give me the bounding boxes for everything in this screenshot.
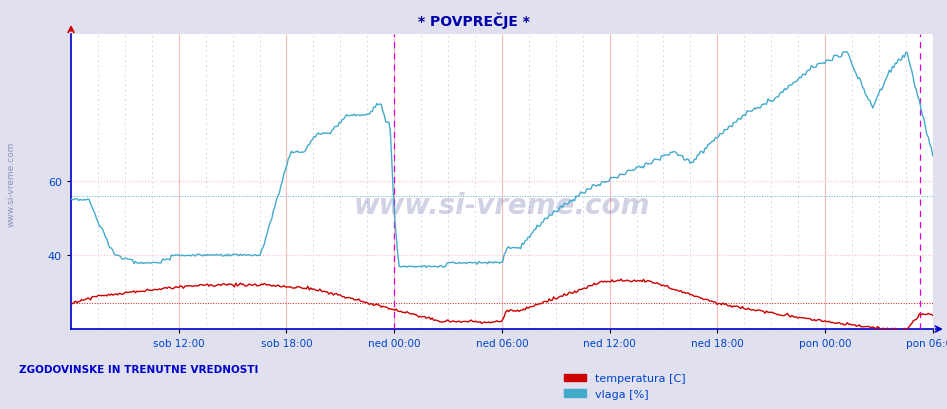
Legend: temperatura [C], vlaga [%]: temperatura [C], vlaga [%] bbox=[560, 369, 690, 403]
Text: www.si-vreme.com: www.si-vreme.com bbox=[353, 191, 651, 220]
Text: * POVPREČJE *: * POVPREČJE * bbox=[418, 12, 529, 29]
Text: www.si-vreme.com: www.si-vreme.com bbox=[7, 142, 16, 227]
Text: ZGODOVINSKE IN TRENUTNE VREDNOSTI: ZGODOVINSKE IN TRENUTNE VREDNOSTI bbox=[19, 364, 259, 374]
